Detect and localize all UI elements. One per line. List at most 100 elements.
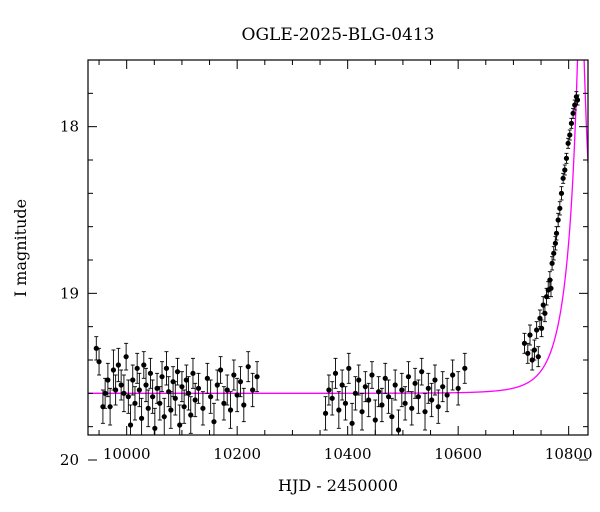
data-point (369, 361, 375, 389)
point-marker (130, 377, 136, 383)
model-curve (88, 60, 588, 394)
point-marker (542, 310, 548, 316)
point-marker (535, 354, 541, 360)
point-marker (372, 417, 378, 423)
data-point (132, 386, 138, 421)
point-marker (557, 205, 563, 211)
data-point (118, 369, 124, 401)
point-marker (127, 422, 134, 428)
point-marker (231, 372, 237, 378)
data-point (399, 372, 405, 408)
point-marker (96, 359, 102, 365)
data-point (227, 391, 234, 429)
point-marker (141, 362, 147, 368)
point-marker (214, 382, 220, 388)
data-point (362, 371, 368, 403)
point-marker (570, 110, 576, 116)
point-marker (105, 377, 111, 383)
data-point (562, 164, 568, 176)
data-point (159, 361, 165, 393)
data-point (134, 352, 140, 384)
data-point (349, 402, 355, 435)
x-tick-label: 10800 (545, 445, 593, 463)
point-marker (170, 379, 176, 385)
data-point (379, 387, 385, 423)
data-point (405, 361, 412, 393)
data-point (402, 386, 408, 421)
point-marker (332, 370, 339, 376)
point-marker (572, 102, 578, 108)
data-point (415, 379, 421, 414)
data-point (188, 396, 194, 434)
data-point (435, 389, 441, 424)
data-point (161, 397, 167, 435)
point-marker (183, 377, 189, 383)
point-marker (322, 410, 329, 416)
point-marker (245, 364, 251, 370)
data-point (154, 372, 160, 404)
data-point (179, 371, 185, 403)
data-point (192, 382, 198, 418)
data-point (115, 347, 121, 383)
point-marker (346, 365, 352, 371)
point-marker (110, 367, 117, 373)
data-point (130, 364, 136, 396)
point-marker (389, 414, 395, 420)
data-point (412, 367, 418, 399)
data-point (145, 389, 151, 428)
point-marker (250, 387, 256, 393)
point-marker (382, 375, 388, 381)
point-marker (549, 260, 555, 266)
point-marker (356, 377, 362, 383)
point-marker (366, 397, 372, 403)
data-point (102, 377, 108, 409)
point-marker (574, 97, 581, 103)
data-point (444, 377, 450, 413)
point-marker (93, 345, 99, 351)
data-point (123, 342, 129, 371)
data-point (166, 376, 172, 408)
data-point (574, 94, 581, 106)
data-point (462, 352, 468, 384)
point-marker (172, 395, 178, 401)
point-marker (339, 382, 345, 388)
point-marker (558, 190, 565, 196)
data-point (342, 386, 349, 421)
point-marker (254, 374, 260, 380)
point-marker (565, 140, 571, 146)
point-marker (352, 390, 359, 396)
point-marker (402, 400, 408, 406)
point-marker (548, 285, 554, 291)
point-marker (161, 414, 167, 420)
point-marker (136, 387, 142, 393)
data-point (214, 369, 220, 401)
data-point (172, 381, 178, 416)
x-tick-label: 10400 (324, 445, 372, 463)
data-point (168, 391, 174, 429)
point-marker (217, 367, 224, 373)
data-point (339, 369, 345, 401)
point-marker (123, 354, 129, 360)
data-point (382, 362, 388, 394)
point-marker (190, 370, 196, 376)
data-point (96, 347, 102, 376)
point-marker (359, 409, 365, 415)
point-marker (195, 385, 202, 391)
point-marker (385, 394, 392, 400)
point-marker (159, 374, 165, 380)
point-marker (134, 365, 140, 371)
data-point (329, 381, 335, 416)
data-point (237, 366, 244, 398)
point-marker (444, 392, 450, 398)
point-marker (204, 375, 210, 381)
data-point (322, 396, 329, 431)
y-tick-label: 18 (60, 118, 79, 136)
point-marker (527, 332, 533, 338)
data-point (127, 404, 134, 435)
data-point (107, 387, 113, 426)
data-point (174, 357, 181, 386)
data-point (195, 372, 202, 404)
point-marker (113, 387, 119, 393)
data-point (208, 379, 214, 414)
point-marker (551, 250, 557, 256)
